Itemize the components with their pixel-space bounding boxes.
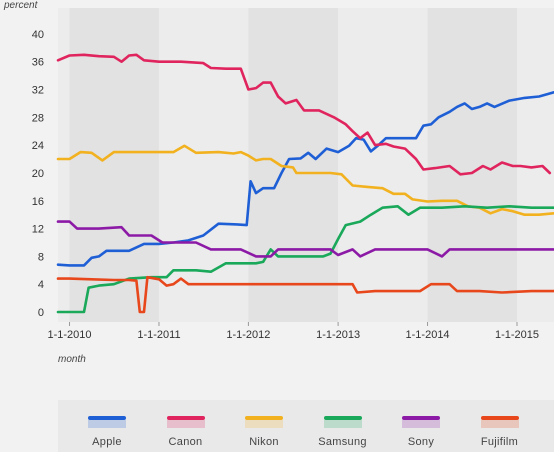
x-tick-label: 1-1-2012	[226, 329, 270, 341]
y-axis-ticks: 0 4 8 12 16 20 24 28 32 36 40	[32, 29, 44, 319]
legend-label: Samsung	[318, 436, 367, 448]
y-tick-label: 24	[32, 140, 44, 152]
year-band	[158, 8, 249, 322]
legend-swatch-fill	[88, 420, 126, 428]
y-tick-label: 4	[38, 279, 44, 291]
legend-item-nikon[interactable]: Nikon	[233, 416, 303, 448]
year-band	[338, 8, 428, 322]
x-tick-label: 1-1-2011	[137, 329, 180, 341]
legend-swatch-fill	[245, 420, 283, 428]
year-band	[58, 8, 70, 322]
series-line-fujifilm	[56, 275, 554, 314]
x-axis-ticks: 1-1-2010 1-1-2011 1-1-2012 1-1-2013 1-1-2014…	[47, 322, 539, 341]
x-axis-title: month	[58, 354, 86, 365]
y-tick-label: 0	[38, 307, 44, 319]
legend-label: Sony	[407, 436, 435, 448]
series-line-sony	[56, 220, 554, 258]
y-tick-label: 20	[32, 168, 44, 180]
legend-label: Canon	[168, 436, 203, 448]
legend-item-sony[interactable]: Sony	[390, 416, 460, 448]
year-band	[516, 8, 554, 322]
year-bands	[58, 8, 554, 322]
legend-swatch	[88, 416, 126, 420]
y-tick-label: 12	[32, 224, 44, 236]
legend-item-fujifilm[interactable]: Fujifilm	[469, 416, 539, 448]
legend-swatch-fill	[323, 420, 362, 428]
legend-swatch	[166, 416, 205, 420]
y-tick-label: 28	[32, 112, 44, 124]
year-band	[248, 8, 339, 322]
legend-swatch	[402, 416, 440, 420]
legend-item-apple[interactable]: Apple	[76, 416, 146, 448]
y-tick-label: 32	[32, 85, 44, 97]
legend: Apple Canon Nikon Samsung Sony Fujifilm	[58, 400, 554, 452]
legend-label: Apple	[92, 436, 122, 448]
legend-swatch-fill	[166, 420, 205, 428]
legend-swatch-fill	[402, 420, 440, 428]
x-tick-label: 1-1-2010	[47, 329, 91, 341]
series-line-canon	[56, 53, 552, 176]
series-line-apple	[56, 91, 554, 267]
y-tick-label: 36	[32, 57, 44, 69]
legend-swatch	[245, 416, 283, 420]
legend-item-canon[interactable]: Canon	[155, 416, 225, 448]
series-lines	[56, 53, 554, 314]
y-tick-label: 40	[32, 29, 44, 41]
year-band	[427, 8, 517, 322]
x-tick-label: 1-1-2014	[406, 329, 450, 341]
y-tick-label: 8	[38, 251, 44, 263]
legend-label: Fujifilm	[480, 436, 519, 448]
legend-swatch	[480, 416, 519, 420]
legend-item-samsung[interactable]: Samsung	[312, 416, 382, 448]
y-axis-title: percent	[3, 0, 39, 11]
x-tick-label: 1-1-2013	[316, 329, 360, 341]
legend-label: Nikon	[249, 436, 279, 448]
y-tick-label: 16	[32, 196, 44, 208]
legend-swatch-fill	[480, 420, 519, 428]
legend-swatch	[323, 416, 362, 420]
x-tick-label: 1-1-2015	[495, 329, 539, 341]
